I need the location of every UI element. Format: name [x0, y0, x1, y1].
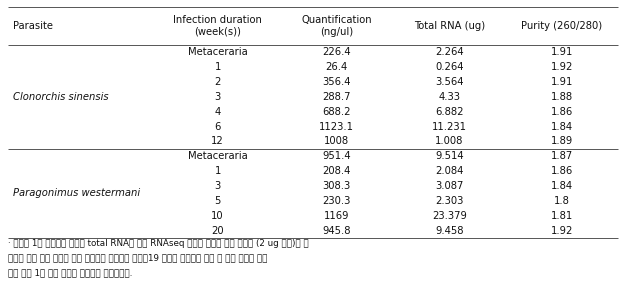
Text: 1.91: 1.91 [551, 77, 573, 87]
Text: 1: 1 [214, 166, 221, 176]
Text: Total RNA (ug): Total RNA (ug) [414, 21, 485, 31]
Text: 2.084: 2.084 [435, 166, 464, 176]
Text: 1.84: 1.84 [551, 181, 573, 191]
Text: Purity (260/280): Purity (260/280) [521, 21, 602, 31]
Text: 9.514: 9.514 [435, 151, 464, 161]
Text: · 간흑충 1주 충체에서 회수한 total RNA의 양이 RNAseq 분석에 필요한 최소 권진량 (2 ug 이상)에 부: · 간흑충 1주 충체에서 회수한 total RNA의 양이 RNAseq 분… [8, 239, 309, 248]
Text: 26.4: 26.4 [326, 62, 348, 72]
Text: 1: 1 [214, 62, 221, 72]
Text: 688.2: 688.2 [322, 107, 351, 117]
Text: Metaceraria: Metaceraria [188, 47, 248, 57]
Text: 230.3: 230.3 [322, 196, 351, 206]
Text: 1.008: 1.008 [435, 137, 464, 146]
Text: 4.33: 4.33 [438, 92, 461, 102]
Text: 1.87: 1.87 [551, 151, 573, 161]
Text: 11.231: 11.231 [432, 122, 467, 132]
Text: 1.81: 1.81 [551, 211, 573, 221]
Text: 1.84: 1.84 [551, 122, 573, 132]
Text: Quantification
(ng/ul): Quantification (ng/ul) [301, 15, 372, 37]
Text: 945.8: 945.8 [322, 226, 351, 235]
Text: 1.92: 1.92 [551, 62, 573, 72]
Text: 356.4: 356.4 [322, 77, 351, 87]
Text: Parasite: Parasite [13, 21, 53, 31]
Text: 1169: 1169 [324, 211, 349, 221]
Text: Infection duration
(week(s)): Infection duration (week(s)) [173, 15, 262, 37]
Text: Clonorchis sinensis: Clonorchis sinensis [13, 92, 109, 102]
Text: Metaceraria: Metaceraria [188, 151, 248, 161]
Text: 23.379: 23.379 [432, 211, 467, 221]
Text: 4: 4 [214, 107, 221, 117]
Text: 3: 3 [214, 92, 221, 102]
Text: 1.89: 1.89 [551, 137, 573, 146]
Text: 3.564: 3.564 [435, 77, 464, 87]
Text: 3.087: 3.087 [435, 181, 464, 191]
Text: 10: 10 [211, 211, 224, 221]
Text: 9.458: 9.458 [435, 226, 464, 235]
Text: 951.4: 951.4 [322, 151, 351, 161]
Text: 움이 있어 1주 성장 충체를 제외하고 진행하였음.: 움이 있어 1주 성장 충체를 제외하고 진행하였음. [8, 268, 132, 277]
Text: Paragonimus westermani: Paragonimus westermani [13, 188, 140, 199]
Text: 6: 6 [214, 122, 221, 132]
Text: 1.88: 1.88 [551, 92, 573, 102]
Text: 1.92: 1.92 [551, 226, 573, 235]
Text: 2.303: 2.303 [435, 196, 464, 206]
Text: 6.882: 6.882 [435, 107, 464, 117]
Text: 2: 2 [214, 77, 221, 87]
Text: 288.7: 288.7 [322, 92, 351, 102]
Text: 1.91: 1.91 [551, 47, 573, 57]
Text: 1.86: 1.86 [551, 166, 573, 176]
Text: 1.8: 1.8 [554, 196, 570, 206]
Text: 12: 12 [211, 137, 224, 146]
Text: 합되지 않아 추가 실험을 통해 확보하려 하였으나 코로나19 여파로 피닝유충 획득 및 감염 실험에 어려: 합되지 않아 추가 실험을 통해 확보하려 하였으나 코로나19 여파로 피닝유… [8, 253, 268, 263]
Text: 20: 20 [211, 226, 224, 235]
Text: 1008: 1008 [324, 137, 349, 146]
Text: 3: 3 [214, 181, 221, 191]
Text: 308.3: 308.3 [322, 181, 351, 191]
Text: 0.264: 0.264 [435, 62, 464, 72]
Text: 1.86: 1.86 [551, 107, 573, 117]
Text: 226.4: 226.4 [322, 47, 351, 57]
Text: 5: 5 [214, 196, 221, 206]
Text: 1123.1: 1123.1 [319, 122, 354, 132]
Text: 208.4: 208.4 [322, 166, 351, 176]
Text: 2.264: 2.264 [435, 47, 464, 57]
